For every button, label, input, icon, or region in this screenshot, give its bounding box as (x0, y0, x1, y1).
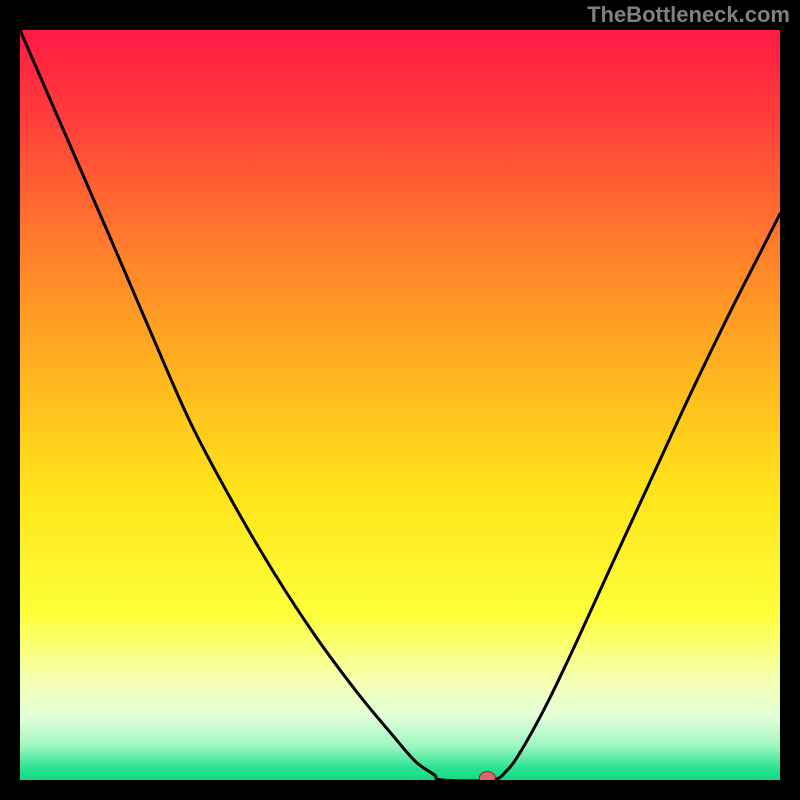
chart-stage: TheBottleneck.com (0, 0, 800, 800)
gradient-plot-area (20, 30, 780, 780)
watermark-text: TheBottleneck.com (587, 2, 790, 28)
